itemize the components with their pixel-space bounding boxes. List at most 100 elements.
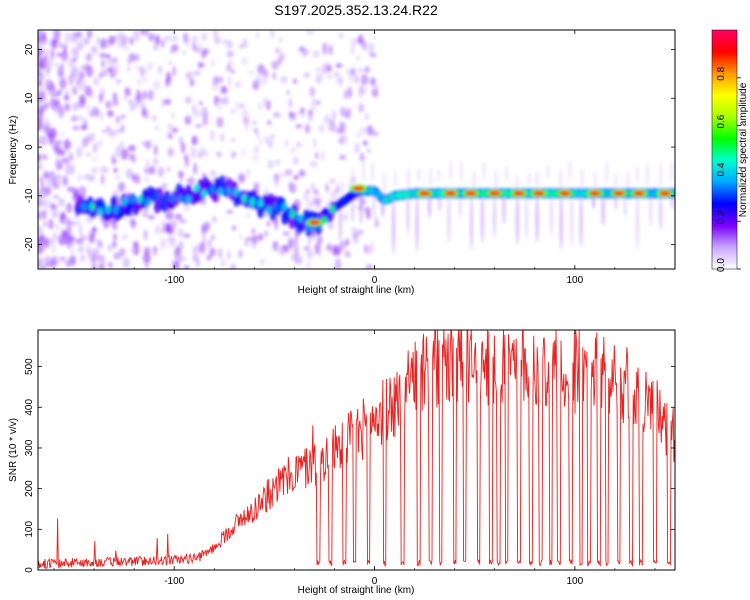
ridge-core	[265, 206, 272, 215]
noise-speckle	[128, 53, 136, 64]
noise-speckle	[115, 79, 122, 84]
noise-speckle	[191, 135, 199, 146]
noise-speckle	[92, 156, 99, 162]
noise-speckle	[112, 224, 118, 230]
noise-speckle	[342, 213, 349, 222]
noise-speckle	[235, 100, 239, 111]
spectral-streak	[559, 196, 563, 250]
noise-speckle	[209, 247, 216, 257]
spectral-streak	[394, 170, 397, 187]
noise-speckle	[214, 95, 221, 103]
snr-y-tick-label: 300	[24, 439, 35, 456]
spectral-streak	[438, 194, 442, 212]
ridge-core	[89, 202, 96, 211]
noise-speckle	[44, 125, 49, 131]
noise-speckle	[344, 134, 348, 143]
noise-speckle	[255, 32, 259, 39]
noise-speckle	[192, 70, 201, 76]
noise-speckle	[266, 220, 271, 227]
noise-speckle	[210, 58, 216, 67]
noise-speckle	[195, 258, 200, 268]
spectrogram-y-tick-label: 10	[24, 92, 35, 104]
noise-speckle	[114, 145, 122, 158]
colorbar-tick-label: 0.4	[716, 162, 727, 176]
noise-speckle	[167, 123, 173, 130]
spectral-streak	[659, 162, 663, 188]
spectral-streak	[359, 192, 363, 224]
noise-speckle	[190, 146, 197, 159]
noise-speckle	[335, 63, 343, 69]
spectrogram-cells	[38, 30, 675, 269]
spectral-streak	[601, 195, 605, 226]
noise-speckle	[100, 167, 109, 174]
noise-speckle	[38, 85, 42, 92]
noise-speckle	[70, 84, 79, 93]
noise-speckle	[275, 223, 279, 228]
noise-speckle	[38, 213, 42, 223]
ridge-core	[241, 194, 248, 203]
noise-speckle	[180, 142, 186, 154]
ridge-core	[281, 202, 288, 211]
noise-speckle	[129, 103, 135, 112]
noise-speckle	[67, 186, 75, 193]
colorbar-title: Normalized spectral amplitude	[738, 82, 749, 217]
noise-speckle	[79, 36, 86, 43]
noise-speckle	[322, 42, 328, 55]
noise-speckle	[256, 131, 260, 139]
noise-speckle	[84, 85, 92, 97]
noise-speckle	[253, 145, 260, 155]
noise-speckle	[160, 97, 165, 110]
noise-speckle	[339, 134, 345, 146]
noise-speckle	[101, 59, 105, 68]
noise-speckle	[76, 146, 83, 158]
noise-speckle	[129, 36, 134, 46]
noise-speckle	[366, 148, 372, 154]
noise-speckle	[226, 40, 233, 50]
spectral-streak	[515, 174, 519, 192]
noise-speckle	[116, 40, 120, 50]
noise-speckle	[70, 220, 78, 226]
ridge-core	[217, 187, 224, 196]
noise-speckle	[173, 265, 181, 269]
noise-speckle	[50, 243, 56, 254]
noise-speckle	[279, 172, 287, 178]
noise-speckle	[238, 44, 245, 49]
spectral-streak	[559, 167, 562, 192]
noise-speckle	[167, 147, 174, 157]
noise-speckle	[280, 75, 288, 84]
noise-speckle	[211, 234, 215, 241]
noise-speckle	[68, 73, 74, 86]
noise-speckle	[132, 241, 139, 247]
noise-speckle	[38, 72, 45, 81]
ridge-core	[297, 214, 304, 223]
ridge-peak	[532, 190, 545, 196]
spectral-streak	[306, 188, 310, 215]
noise-speckle	[274, 159, 281, 166]
noise-speckle	[86, 30, 93, 39]
noise-speckle	[183, 233, 191, 238]
noise-speckle	[115, 174, 120, 181]
noise-speckle	[134, 95, 138, 102]
noise-speckle	[58, 89, 63, 95]
noise-speckle	[121, 233, 129, 241]
noise-speckle	[214, 37, 221, 45]
ridge-peak	[588, 190, 601, 196]
snr-y-tick-label: 200	[24, 480, 35, 497]
noise-speckle	[68, 150, 72, 162]
noise-speckle	[216, 116, 224, 128]
noise-speckle	[370, 77, 376, 87]
spectral-streak	[535, 169, 539, 189]
ridge-core	[225, 186, 232, 195]
noise-speckle	[251, 237, 258, 249]
noise-speckle	[316, 100, 321, 105]
noise-speckle	[326, 74, 333, 79]
noise-speckle	[70, 249, 74, 257]
noise-speckle	[170, 220, 178, 229]
noise-speckle	[288, 110, 294, 118]
noise-speckle	[91, 50, 98, 57]
noise-speckle	[42, 32, 47, 41]
ridge-core	[129, 195, 136, 204]
noise-speckle	[288, 98, 293, 109]
noise-speckle	[262, 96, 268, 108]
ridge-core	[549, 189, 558, 198]
